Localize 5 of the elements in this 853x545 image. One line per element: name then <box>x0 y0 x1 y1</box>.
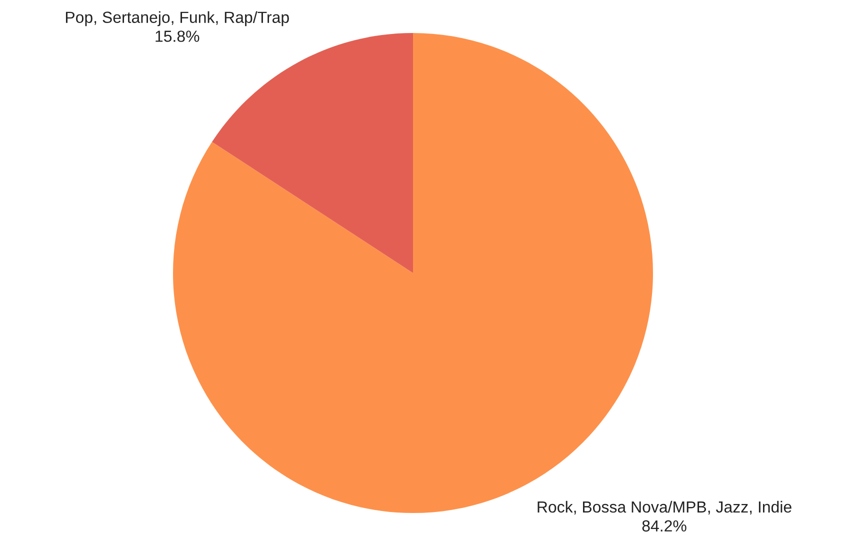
data-label: 84.2% <box>642 520 686 532</box>
data-label: 15.8% <box>156 30 200 42</box>
slice-label: Pop, Sertanejo, Funk, Rap/Trap <box>66 11 289 26</box>
pie-slice <box>212 33 413 273</box>
slice-label: Rock, Bossa Nova/MPB, Jazz, Indie <box>538 500 792 515</box>
